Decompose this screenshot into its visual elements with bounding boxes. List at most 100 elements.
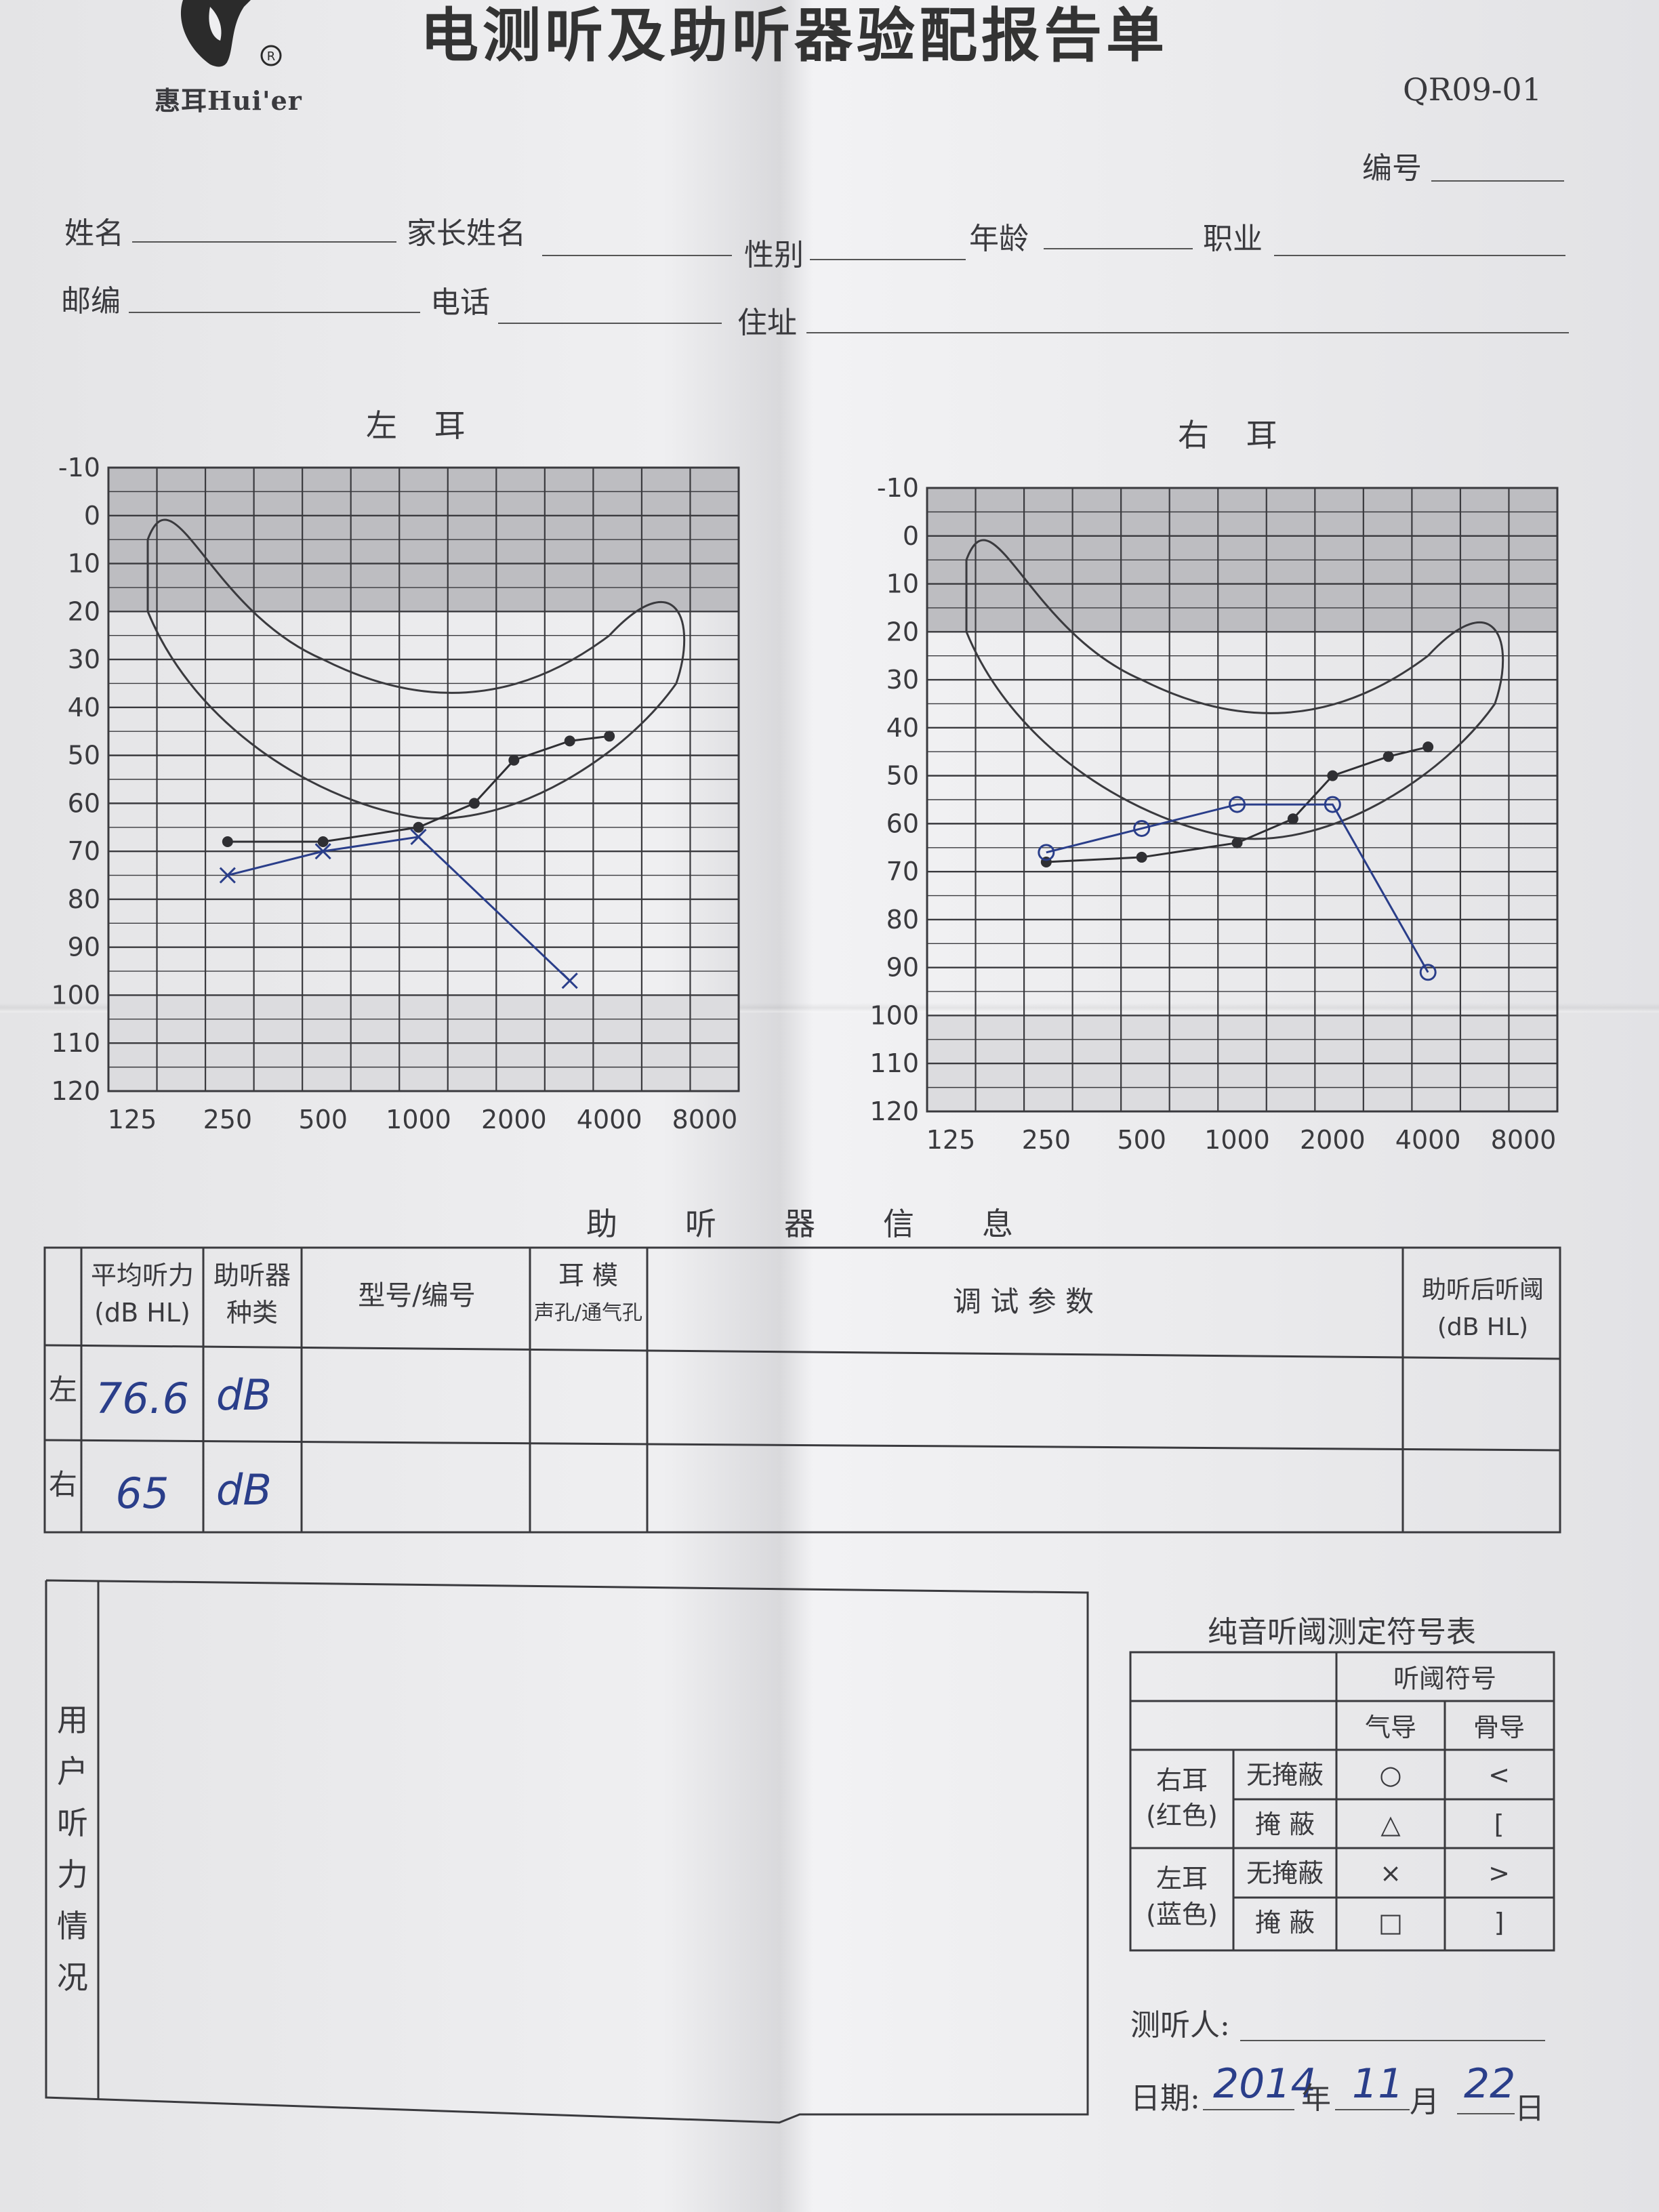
y-tick-label: 40 <box>886 713 919 743</box>
x-tick-label: 250 <box>203 1105 253 1134</box>
y-tick-label: 10 <box>886 569 919 599</box>
left-ear-title: 左 耳 <box>366 407 479 444</box>
left-ear-label: 左耳 <box>1156 1864 1208 1893</box>
address-field-line[interactable] <box>806 332 1569 333</box>
x-tick-label: 125 <box>926 1125 976 1155</box>
y-tick-label: 110 <box>51 1028 100 1058</box>
date-day: 22 <box>1464 2060 1516 2108</box>
day-field-line[interactable] <box>1457 2113 1515 2114</box>
params-header: 调 试 参 数 <box>953 1285 1094 1318</box>
y-tick-label: 70 <box>68 836 100 866</box>
avg-header-2: (dB HL) <box>94 1298 190 1328</box>
year-unit: 年 <box>1301 2081 1331 2116</box>
y-tick-label: -10 <box>58 453 100 483</box>
data-point-0-5 <box>564 735 575 747</box>
occupation-label: 职业 <box>1203 222 1263 256</box>
y-tick-label: 50 <box>68 741 100 771</box>
y-tick-label: 30 <box>886 665 919 695</box>
y-tick-label: 30 <box>68 644 100 674</box>
occupation-field-line[interactable] <box>1274 255 1565 256</box>
symbol-header: 听阈符号 <box>1393 1664 1496 1694</box>
gender-label: 性别 <box>744 238 804 272</box>
type-header-1: 助听器 <box>213 1261 291 1290</box>
form-code: QR09-01 <box>1403 71 1542 108</box>
data-point-1-3 <box>561 972 578 989</box>
year-field-line[interactable] <box>1203 2109 1294 2110</box>
data-point-1-2 <box>1229 796 1246 813</box>
user-hearing-char-1: 户 <box>57 1753 88 1790</box>
data-point-1-1 <box>314 843 331 860</box>
y-tick-label: 80 <box>68 884 100 914</box>
data-point-0-6 <box>604 731 615 742</box>
r-bone-unmasked-symbol: < <box>1488 1760 1510 1790</box>
postcode-label: 邮编 <box>61 284 121 319</box>
l-air-unmasked-symbol: × <box>1380 1858 1401 1888</box>
type-header-2: 种类 <box>226 1298 278 1328</box>
user-hearing-char-3: 力 <box>57 1856 88 1893</box>
right-avg-value: 65 <box>116 1469 169 1518</box>
y-tick-label: 60 <box>68 788 100 818</box>
y-tick-label: 80 <box>886 905 919 935</box>
data-point-1-0 <box>219 867 236 884</box>
data-point-0-2 <box>1231 837 1243 848</box>
y-tick-label: -10 <box>877 473 919 503</box>
date-label: 日期: <box>1130 2081 1200 2116</box>
x-tick-label: 4000 <box>577 1105 642 1134</box>
y-tick-label: 100 <box>869 1000 919 1030</box>
parent-name-field-line[interactable] <box>542 255 732 256</box>
mold-header-1: 耳 模 <box>558 1261 618 1290</box>
data-point-1-3 <box>1324 796 1341 813</box>
l-bone-unmasked-symbol: > <box>1488 1858 1510 1888</box>
x-tick-label: 4000 <box>1395 1125 1461 1155</box>
symbol-table: 听阈符号 气导 骨导 右耳 (红色) 左耳 (蓝色) 无掩蔽 掩 蔽 无掩蔽 掩… <box>1129 1651 1555 1952</box>
left-ear-audiogram: -10 0 10 20 30 40 50 60 70 80 90 100 110 120 125 250 500… <box>51 453 740 1134</box>
postcode-field-line[interactable] <box>129 312 420 313</box>
serial-field-line[interactable] <box>1431 180 1564 182</box>
col-bone-header: 骨导 <box>1473 1713 1525 1742</box>
left-color-label: (蓝色) <box>1146 1900 1218 1929</box>
avg-header-1: 平均听力 <box>91 1261 194 1290</box>
user-hearing-label: 用户听力情况 <box>56 1694 89 2003</box>
x-tick-label: 2000 <box>1300 1125 1366 1155</box>
hearing-aid-section-title: 助听器信息 <box>586 1206 1081 1242</box>
brand-logo-icon: R <box>180 0 282 67</box>
x-tick-label: 250 <box>1022 1125 1071 1155</box>
age-field-line[interactable] <box>1044 248 1193 249</box>
date-year: 2014 <box>1213 2060 1317 2108</box>
mold-header-2: 声孔/通气孔 <box>534 1301 642 1325</box>
row-right-side: 右 <box>49 1468 77 1501</box>
y-tick-label: 40 <box>68 693 100 722</box>
data-point-1-1 <box>1133 819 1151 837</box>
data-point-0-2 <box>413 821 424 833</box>
age-label: 年龄 <box>969 222 1029 256</box>
y-tick-label: 10 <box>68 549 100 579</box>
y-tick-label: 100 <box>51 980 100 1010</box>
x-tick-label: 8000 <box>1491 1125 1557 1155</box>
x-tick-label: 1000 <box>1204 1125 1270 1155</box>
name-field-line[interactable] <box>132 241 396 243</box>
address-label: 住址 <box>737 306 797 340</box>
user-hearing-char-5: 况 <box>57 1959 88 1996</box>
x-tick-label: 125 <box>108 1105 157 1134</box>
month-unit: 月 <box>1410 2085 1439 2119</box>
gender-field-line[interactable] <box>810 259 966 260</box>
speech-banana <box>965 539 1504 840</box>
hearing-aid-table: 平均听力 (dB HL) 助听器 种类 型号/编号 耳 模 声孔/通气孔 调 试… <box>43 1246 1561 1534</box>
month-field-line[interactable] <box>1335 2109 1410 2110</box>
y-tick-label: 120 <box>51 1076 100 1106</box>
l-masked-label: 掩 蔽 <box>1255 1908 1315 1938</box>
r-air-unmasked-symbol: ○ <box>1379 1760 1401 1790</box>
date-month: 11 <box>1352 2060 1404 2108</box>
x-tick-label: 8000 <box>672 1105 738 1134</box>
right-unit: dB <box>216 1465 272 1515</box>
brand-name: 惠耳Hui'er <box>155 85 302 116</box>
symbol-table-title: 纯音听阈测定符号表 <box>1208 1615 1476 1650</box>
user-hearing-char-4: 情 <box>57 1908 88 1944</box>
y-tick-label: 50 <box>886 761 919 791</box>
y-tick-label: 120 <box>869 1097 919 1126</box>
serial-label: 编号 <box>1362 151 1422 186</box>
phone-field-line[interactable] <box>498 323 722 324</box>
x-tick-label: 1000 <box>386 1105 451 1134</box>
y-tick-label: 60 <box>886 808 919 838</box>
tester-field-line[interactable] <box>1240 2040 1545 2041</box>
